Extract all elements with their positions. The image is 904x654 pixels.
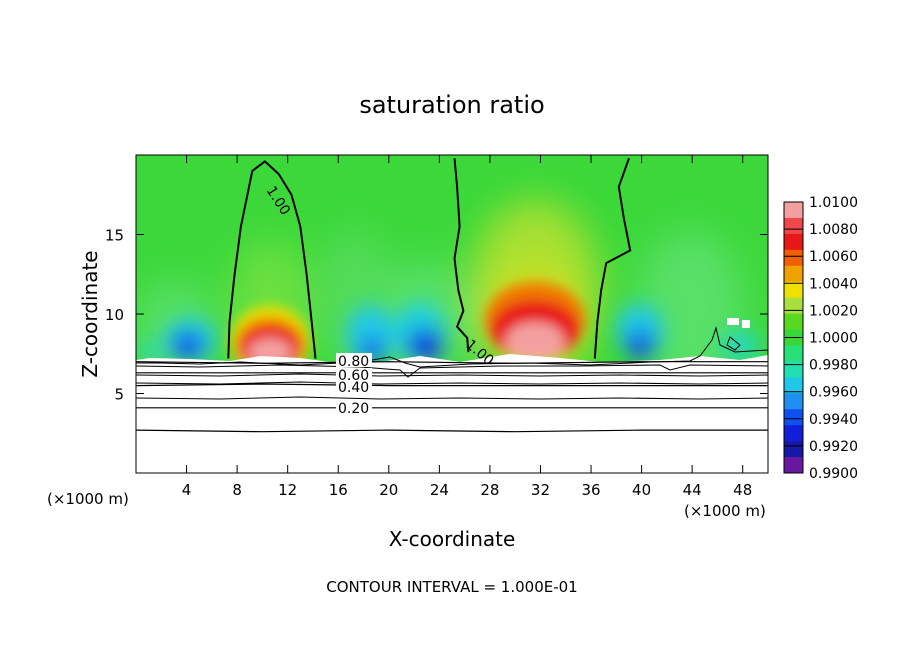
heatmap-field: 1.00 1.00 0.80 0.60 0.40 0.20 bbox=[136, 155, 768, 473]
colorbar-label: 0.9920 bbox=[809, 439, 858, 455]
colorbar-swatch bbox=[784, 233, 803, 251]
colorbar-swatch bbox=[784, 249, 803, 267]
colorbar-swatch bbox=[784, 441, 803, 458]
y-tick-label: 15 bbox=[105, 227, 124, 245]
colorbar-swatch bbox=[784, 345, 803, 362]
colorbar-label: 1.0000 bbox=[809, 331, 858, 347]
y-tick-label: 10 bbox=[105, 306, 124, 324]
y-axis-label: Z-coordinate bbox=[78, 250, 102, 377]
contour-line-0 bbox=[227, 160, 317, 359]
contour-label-0-60: 0.60 bbox=[338, 368, 369, 384]
chart-title: saturation ratio bbox=[359, 91, 544, 119]
white-patch bbox=[742, 320, 750, 328]
colorbar-swatch bbox=[784, 297, 803, 315]
contour-line-2 bbox=[593, 157, 632, 359]
contour-label-0-80: 0.80 bbox=[338, 354, 369, 370]
x-tick-label: 44 bbox=[683, 481, 702, 499]
colorbar-label: 0.9980 bbox=[809, 358, 858, 374]
colorbar-swatch bbox=[784, 409, 803, 426]
contour-label-0-40: 0.40 bbox=[338, 380, 369, 396]
contour-line-7 bbox=[136, 429, 768, 433]
colorbar-swatch bbox=[784, 425, 803, 442]
colorbar-label: 1.0040 bbox=[809, 276, 858, 292]
x-axis-label: X-coordinate bbox=[389, 527, 516, 551]
colorbar-swatch bbox=[784, 313, 803, 331]
colorbar-swatch bbox=[784, 377, 803, 394]
colorbar-swatch bbox=[784, 281, 803, 299]
contour-line-5 bbox=[136, 383, 768, 387]
colorbar: 1.0100 1.0080 1.0060 1.0040 1.0020 1.0000 0.99… bbox=[783, 195, 858, 482]
colorbar-swatch bbox=[784, 393, 803, 410]
x-tick-label: 24 bbox=[430, 481, 449, 499]
white-patch bbox=[727, 318, 739, 325]
colorbar-swatch bbox=[784, 361, 803, 378]
x-tick-label: 12 bbox=[278, 481, 297, 499]
contour-label-0-20: 0.20 bbox=[338, 401, 369, 417]
x-tick-label: 32 bbox=[531, 481, 550, 499]
x-tick-label: 28 bbox=[480, 481, 499, 499]
contour-detail bbox=[136, 326, 768, 400]
contour-interval: CONTOUR INTERVAL = 1.000E-01 bbox=[326, 578, 577, 596]
x-tick-label: 8 bbox=[232, 481, 242, 499]
colorbar-swatch bbox=[784, 217, 803, 235]
x-tick-label: 48 bbox=[733, 481, 752, 499]
colorbar-label: 0.9940 bbox=[809, 412, 858, 428]
contour-line-1 bbox=[453, 158, 470, 353]
colorbar-swatch bbox=[784, 457, 803, 474]
white-surface-band bbox=[136, 354, 768, 473]
moist-cores bbox=[138, 302, 760, 365]
colorbar-label: 1.0100 bbox=[809, 195, 858, 211]
x-tick-label: 20 bbox=[379, 481, 398, 499]
colorbar-label: 0.9900 bbox=[809, 466, 858, 482]
colorbar-swatch bbox=[784, 265, 803, 283]
colorbar-swatch bbox=[784, 202, 803, 219]
x-unit-left: (×1000 m) bbox=[47, 490, 129, 508]
x-unit-right: (×1000 m) bbox=[684, 502, 766, 520]
x-tick-label: 40 bbox=[632, 481, 651, 499]
colorbar-label: 1.0080 bbox=[809, 222, 858, 238]
y-tick-label: 5 bbox=[114, 386, 124, 404]
x-tick-label: 4 bbox=[182, 481, 192, 499]
colorbar-label: 1.0020 bbox=[809, 303, 858, 319]
colorbar-label: 1.0060 bbox=[809, 249, 858, 265]
x-tick-label: 36 bbox=[581, 481, 600, 499]
colorbar-label: 0.9960 bbox=[809, 385, 858, 401]
contour-labels: 1.00 1.00 0.80 0.60 0.40 0.20 bbox=[263, 183, 497, 417]
x-tick-label: 16 bbox=[329, 481, 348, 499]
